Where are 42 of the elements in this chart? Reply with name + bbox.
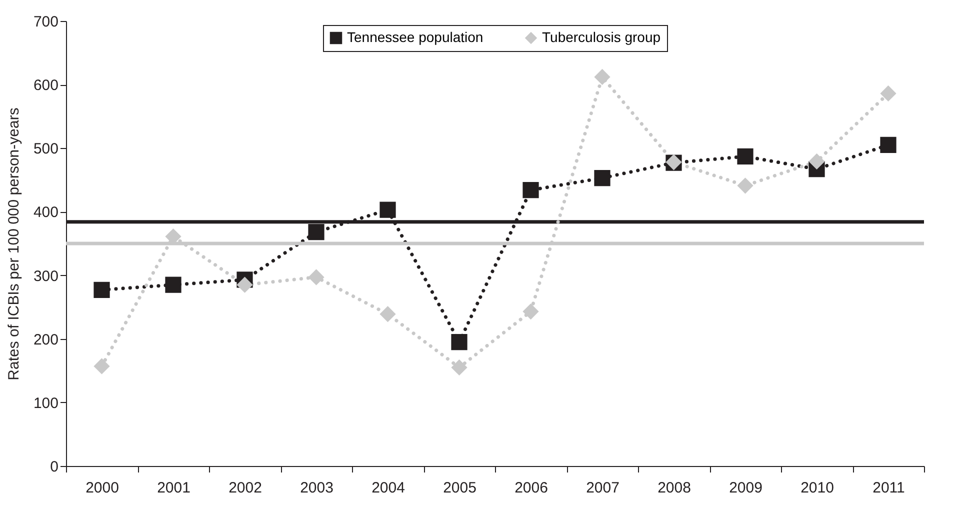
legend-label: Tuberculosis group bbox=[542, 29, 661, 45]
point bbox=[737, 148, 754, 164]
y-tick-label: 600 bbox=[33, 77, 58, 94]
y-tick-label: 300 bbox=[33, 268, 58, 285]
y-tick-label: 100 bbox=[33, 394, 58, 412]
point bbox=[308, 269, 324, 286]
y-axis-title: Rates of ICBIs per 100 000 person-years bbox=[5, 108, 22, 380]
point bbox=[165, 276, 182, 293]
x-tick-label: 2002 bbox=[228, 480, 262, 496]
x-tick-label: 2005 bbox=[443, 480, 476, 496]
point bbox=[594, 68, 610, 86]
point bbox=[451, 334, 468, 350]
y-tick-label: 500 bbox=[33, 140, 58, 158]
x-tick-label: 2000 bbox=[86, 480, 119, 496]
point bbox=[380, 202, 396, 218]
x-tick-label: 2003 bbox=[300, 480, 334, 496]
point bbox=[308, 224, 324, 240]
point bbox=[737, 178, 754, 194]
point bbox=[380, 306, 396, 322]
point bbox=[451, 359, 468, 376]
x-tick-label: 2011 bbox=[872, 480, 905, 496]
x-tick-label: 2004 bbox=[372, 480, 405, 496]
x-tick-label: 2010 bbox=[800, 480, 834, 496]
x-tick-label: 2006 bbox=[514, 480, 548, 496]
x-tick-label: 2001 bbox=[157, 480, 190, 496]
point bbox=[236, 276, 253, 293]
y-tick-label: 700 bbox=[33, 14, 58, 30]
point bbox=[522, 303, 539, 320]
point bbox=[880, 136, 896, 154]
y-tick-label: 400 bbox=[33, 204, 58, 222]
point bbox=[594, 170, 610, 186]
point bbox=[808, 153, 825, 170]
legend-label: Tennessee population bbox=[347, 29, 484, 45]
x-tick-label: 2009 bbox=[729, 480, 762, 496]
point bbox=[94, 358, 110, 374]
y-tick-label: 0 bbox=[50, 458, 58, 476]
y-tick-label: 200 bbox=[33, 331, 58, 348]
point bbox=[522, 182, 539, 198]
point bbox=[880, 85, 896, 102]
point bbox=[94, 282, 110, 298]
x-tick-label: 2007 bbox=[586, 480, 620, 496]
x-tick-label: 2008 bbox=[658, 480, 691, 496]
